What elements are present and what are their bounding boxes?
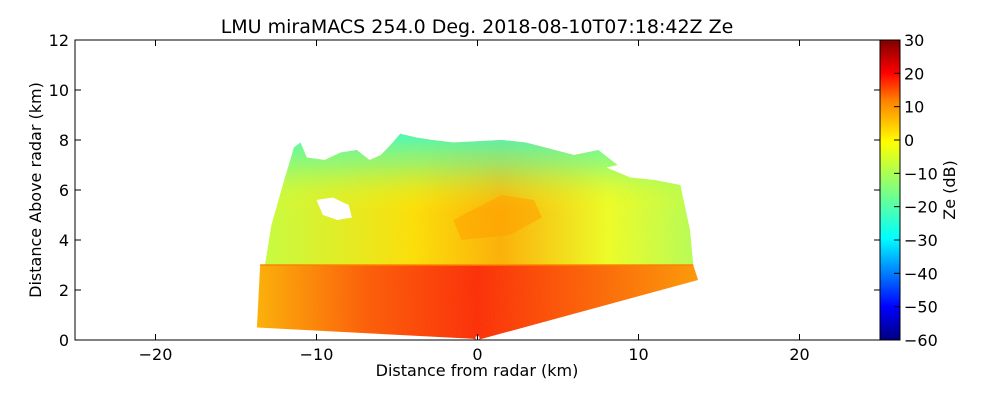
echo-core <box>453 195 542 240</box>
echo-texture <box>264 133 694 265</box>
x-axis: −20 −10 0 10 20 <box>139 40 810 364</box>
colorbar-tick-label: −60 <box>904 331 938 350</box>
y-tick-label: 2 <box>59 281 69 300</box>
colorbar <box>879 39 901 341</box>
radar-echo-region <box>256 133 699 340</box>
x-tick-label: 20 <box>789 345 809 364</box>
colorbar-tick-label: −10 <box>904 164 938 183</box>
colorbar-tick-label: −50 <box>904 298 938 317</box>
y-tick-label: 0 <box>59 331 69 350</box>
y-axis-label: Distance Above radar (km) <box>26 82 45 298</box>
y-tick-label: 12 <box>49 31 69 50</box>
x-axis-label: Distance from radar (km) <box>376 361 579 380</box>
colorbar-axis: 30 20 10 0 −10 −20 −30 −40 −50 −60 <box>894 31 938 350</box>
chart-title: LMU miraMACS 254.0 Deg. 2018-08-10T07:18… <box>221 16 734 38</box>
colorbar-label: Ze (dB) <box>940 160 959 220</box>
x-tick-label: 0 <box>472 345 482 364</box>
x-tick-label: −10 <box>300 345 334 364</box>
echo-rain-texture <box>256 265 699 340</box>
colorbar-tick-label: −20 <box>904 198 938 217</box>
colorbar-tick-label: −30 <box>904 231 938 250</box>
colorbar-tick-label: 30 <box>904 31 924 50</box>
y-tick-label: 8 <box>59 131 69 150</box>
y-axis: 0 2 4 6 8 10 12 <box>49 31 880 350</box>
y-tick-label: 4 <box>59 231 69 250</box>
y-tick-label: 10 <box>49 81 69 100</box>
colorbar-tick-label: 0 <box>904 131 914 150</box>
x-tick-label: 10 <box>628 345 648 364</box>
y-tick-label: 6 <box>59 181 69 200</box>
x-tick-label: −20 <box>139 345 173 364</box>
colorbar-tick-label: 20 <box>904 64 924 83</box>
colorbar-tick-label: −40 <box>904 264 938 283</box>
colorbar-tick-label: 10 <box>904 98 924 117</box>
echo-gap <box>316 197 352 220</box>
